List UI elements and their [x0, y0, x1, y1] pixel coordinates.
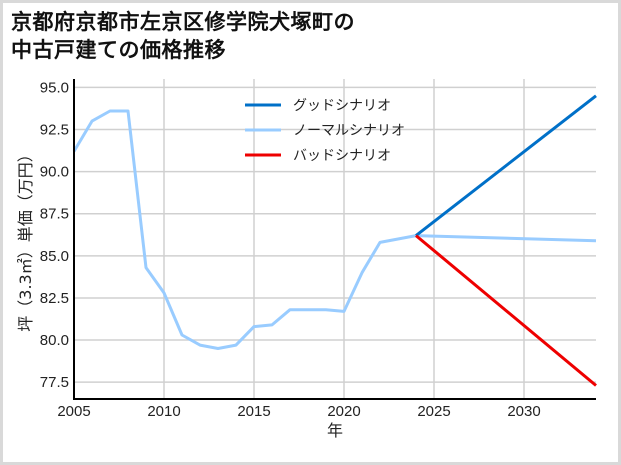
x-tick-label: 2025 [417, 403, 450, 420]
y-tick-label: 90.0 [40, 164, 69, 181]
x-tick-label: 2020 [327, 403, 360, 420]
y-tick-label: 95.0 [40, 79, 69, 96]
x-axis-label: 年 [327, 421, 343, 440]
y-tick-label: 82.5 [40, 290, 69, 307]
legend-label: ノーマルシナリオ [293, 123, 405, 139]
y-tick-label: 77.5 [40, 374, 69, 391]
y-axis-label: 坪（3.3㎡）単価（万円） [16, 146, 35, 331]
x-tick-label: 2030 [507, 403, 540, 420]
y-tick-label: 92.5 [40, 122, 69, 139]
y-tick-label: 85.0 [40, 248, 69, 265]
x-tick-label: 2015 [237, 403, 270, 420]
series-line [415, 94, 597, 237]
chart-title-line2: 中古戸建ての価格推移 [11, 38, 226, 62]
y-tick-label: 87.5 [40, 206, 69, 223]
x-tick-label: 2005 [57, 403, 90, 420]
series-line [72, 109, 597, 350]
legend-label: グッドシナリオ [293, 98, 391, 114]
y-tick-label: 80.0 [40, 332, 69, 349]
chart-title-line1: 京都府京都市左京区修学院犬塚町の [11, 10, 355, 34]
legend-label: バッドシナリオ [293, 148, 391, 164]
series-line [415, 234, 597, 387]
chart-title: 京都府京都市左京区修学院犬塚町の 中古戸建ての価格推移 [11, 8, 355, 64]
x-tick-label: 2010 [147, 403, 180, 420]
